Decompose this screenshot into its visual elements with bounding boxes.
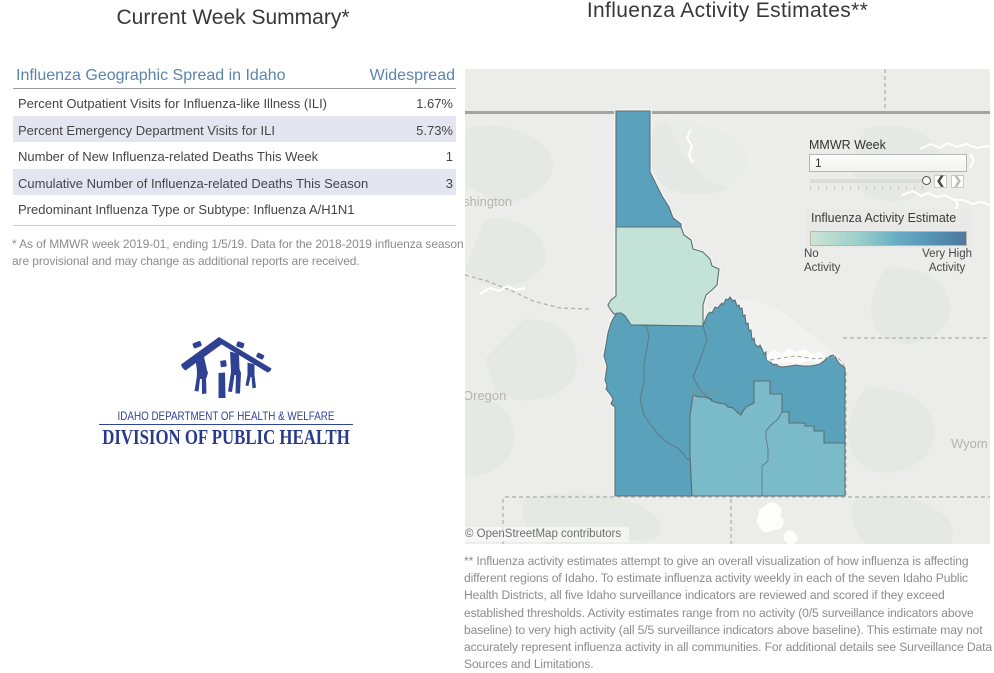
svg-text:Oregon: Oregon (465, 388, 506, 403)
svg-text:Wyom: Wyom (951, 436, 988, 451)
svg-text:shington: shington (465, 194, 512, 209)
svg-text:Idaho: Idaho (691, 384, 724, 399)
